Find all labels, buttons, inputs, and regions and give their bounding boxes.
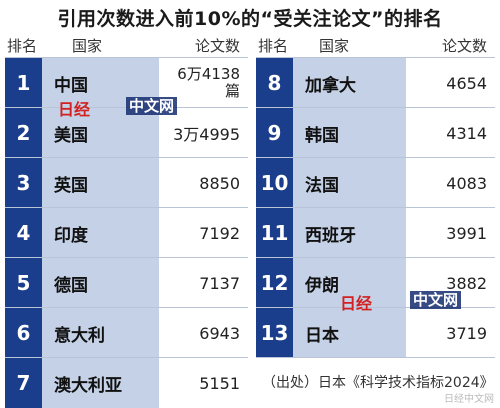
country-cell: 伊朗 <box>293 258 406 308</box>
table-row: 13 日本 3719 <box>256 307 495 358</box>
country-cell: 日本 <box>293 308 406 358</box>
rank-cell: 10 <box>256 158 293 208</box>
page-title: 引用次数进入前10%的“受关注论文”的排名 <box>57 8 443 30</box>
header-count: 论文数 <box>194 37 240 55</box>
table-row: 5 德国 7137 <box>5 257 248 308</box>
count-cell: 5151 <box>199 373 240 393</box>
rank-cell: 5 <box>5 258 42 308</box>
header-country: 国家 <box>319 37 350 55</box>
count-cell: 6943 <box>199 323 240 343</box>
rank-cell: 8 <box>256 58 293 108</box>
rank-cell: 11 <box>256 208 293 258</box>
watermark-logo: 日经 <box>340 294 373 313</box>
country-cell: 美国 <box>42 108 159 158</box>
count-cell: 6万4138 篇 <box>177 58 240 108</box>
count-cell: 3万4995 <box>173 125 240 144</box>
rank-cell: 12 <box>256 258 293 308</box>
rank-cell: 2 <box>5 108 42 158</box>
country-cell: 印度 <box>42 208 159 258</box>
count-cell: 4314 <box>446 123 487 143</box>
table-row: 4 印度 7192 <box>5 207 248 258</box>
country-cell: 加拿大 <box>293 58 406 108</box>
watermark-label: 中文网 <box>410 291 462 309</box>
rank-cell: 4 <box>5 208 42 258</box>
country-cell: 澳大利亚 <box>42 358 159 408</box>
table-bottom-rule <box>256 357 495 358</box>
header-country: 国家 <box>72 37 103 55</box>
count-cell: 3882 <box>446 273 487 293</box>
count-cell: 7192 <box>199 223 240 243</box>
count-cell: 7137 <box>199 273 240 293</box>
table-row: 3 英国 8850 <box>5 157 248 208</box>
watermark-logo: 日经 <box>58 100 91 119</box>
count-value: 6万4138 <box>177 65 240 83</box>
table-row: 8 加拿大 4654 <box>256 57 495 108</box>
count-unit: 篇 <box>224 82 240 100</box>
header-count: 论文数 <box>441 37 487 55</box>
count-cell: 3991 <box>446 223 487 243</box>
rank-cell: 9 <box>256 108 293 158</box>
rank-cell: 7 <box>5 358 42 408</box>
rank-cell: 3 <box>5 158 42 208</box>
rank-cell: 13 <box>256 308 293 358</box>
table-row: 12 伊朗 3882 <box>256 257 495 308</box>
rank-cell: 1 <box>5 58 42 108</box>
count-cell: 4083 <box>446 173 487 193</box>
rank-cell: 6 <box>5 308 42 358</box>
country-cell: 德国 <box>42 258 159 308</box>
count-cell: 4654 <box>446 73 487 93</box>
table-row: 10 法国 4083 <box>256 157 495 208</box>
table-row: 6 意大利 6943 <box>5 307 248 358</box>
country-cell: 英国 <box>42 158 159 208</box>
watermark-bottom: 日经中文网 <box>444 394 494 405</box>
count-cell: 3719 <box>446 323 487 343</box>
country-cell: 韩国 <box>293 108 406 158</box>
table-row: 9 韩国 4314 <box>256 107 495 158</box>
header-rank: 排名 <box>7 37 38 55</box>
count-cell: 8850 <box>199 173 240 193</box>
country-cell: 法国 <box>293 158 406 208</box>
table-row: 7 澳大利亚 5151 <box>5 357 248 408</box>
watermark-label: 中文网 <box>126 97 178 115</box>
header-rank: 排名 <box>258 37 289 55</box>
table-row: 11 西班牙 3991 <box>256 207 495 258</box>
source-note: （出处）日本《科学技术指标2024》 <box>262 375 494 391</box>
country-cell: 意大利 <box>42 308 159 358</box>
country-cell: 西班牙 <box>293 208 406 258</box>
